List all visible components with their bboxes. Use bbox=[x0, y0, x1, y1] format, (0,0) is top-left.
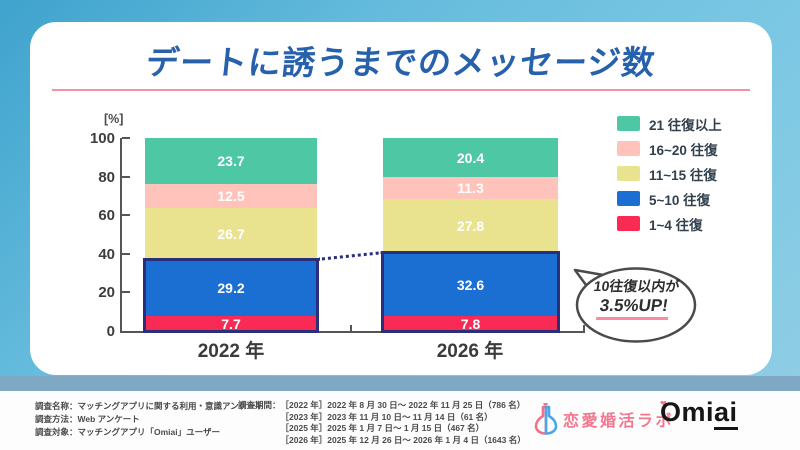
bar-segment-11-15: 27.8 bbox=[383, 199, 558, 253]
bar-segment-5-10: 29.2 bbox=[145, 260, 317, 316]
omiai-logo-first: Omi bbox=[660, 397, 715, 427]
legend-label: 1~4 往復 bbox=[649, 217, 703, 233]
flask-icon bbox=[534, 403, 558, 435]
y-axis-line bbox=[120, 138, 122, 333]
bar-segment-21plus: 23.7 bbox=[145, 138, 317, 184]
period-line: ［2025 年］2025 年 1 月 7 日～ 1 月 15 日（467 名） bbox=[280, 423, 485, 433]
y-tick-label: 0 bbox=[106, 323, 115, 340]
survey-name: 調査名称：マッチングアプリに関する利用・意識アンケート bbox=[35, 401, 265, 411]
dotted-trend-line bbox=[316, 251, 384, 261]
period-line: ［2022 年］2022 年 8 月 30 日～ 2022 年 11 月 25 … bbox=[280, 400, 526, 410]
omiai-logo: Omiai bbox=[660, 397, 738, 430]
survey-info: 調査名称：マッチングアプリに関する利用・意識アンケート 調査方法：Web アンケ… bbox=[35, 400, 264, 439]
y-tick bbox=[122, 253, 130, 255]
legend-item: 11~15 往復 bbox=[617, 166, 722, 183]
bar-segment-1-4: 7.7 bbox=[145, 315, 317, 332]
y-tick bbox=[122, 291, 130, 293]
chart-card: デートに誘うまでのメッセージ数 [%] 100 80 60 40 20 0 7.… bbox=[30, 22, 772, 375]
segment-value: 29.2 bbox=[217, 280, 245, 296]
y-tick bbox=[122, 137, 130, 139]
bar-segment-1-4: 7.8 bbox=[383, 315, 558, 332]
stacked-bar-2026: 7.8 32.6 27.8 11.3 20.4 bbox=[381, 138, 560, 333]
legend-swatch-16-20 bbox=[617, 141, 640, 156]
period-line: ［2023 年］2023 年 11 月 10 日～ 11 月 14 日（61 名… bbox=[280, 411, 493, 422]
x-axis-line bbox=[120, 331, 585, 333]
omiai-logo-last: ai bbox=[714, 397, 738, 430]
callout-bubble: 10往復以内が 3.5%UP! bbox=[565, 258, 701, 350]
title-underline bbox=[52, 89, 750, 91]
y-tick-label: 80 bbox=[98, 169, 115, 186]
segment-value: 26.7 bbox=[217, 226, 245, 242]
legend-item: 1~4 往復 bbox=[617, 216, 722, 233]
callout-line1: 10往復以内が bbox=[592, 278, 681, 294]
lab-logo-text: 恋愛婚活ラボ bbox=[563, 413, 675, 430]
callout-line2: 3.5%UP! bbox=[595, 296, 672, 320]
period-line: ［2026 年］2025 年 12 月 26 日～ 2026 年 1 月 4 日… bbox=[280, 434, 526, 445]
legend-item: 5~10 往復 bbox=[617, 191, 722, 208]
legend-swatch-1-4 bbox=[617, 216, 640, 231]
y-tick bbox=[122, 176, 130, 178]
background-band bbox=[0, 376, 800, 391]
segment-value: 11.3 bbox=[457, 180, 484, 196]
callout-text: 10往復以内が 3.5%UP! bbox=[580, 276, 690, 320]
legend-label: 11~15 往復 bbox=[649, 167, 717, 183]
x-category-2022: 2022 年 bbox=[197, 341, 265, 362]
bar-segment-11-15: 26.7 bbox=[145, 208, 317, 260]
bar-segment-21plus: 20.4 bbox=[383, 138, 558, 177]
segment-value: 20.4 bbox=[456, 149, 485, 166]
bar-segment-5-10: 32.6 bbox=[383, 253, 558, 316]
y-tick-label: 100 bbox=[89, 130, 115, 147]
y-tick bbox=[122, 214, 130, 216]
legend: 21 往復以上 16~20 往復 11~15 往復 5~10 往復 1~4 往復 bbox=[617, 116, 722, 233]
legend-label: 21 往復以上 bbox=[649, 117, 722, 133]
bar-segment-16-20: 12.5 bbox=[145, 184, 317, 208]
speech-bubble-shape bbox=[573, 267, 697, 343]
segment-value: 7.7 bbox=[221, 315, 241, 332]
stacked-bar-2022: 7.7 29.2 26.7 12.5 23.7 bbox=[143, 138, 319, 333]
page-title: デートに誘うまでのメッセージ数 bbox=[144, 44, 658, 81]
segment-value: 7.8 bbox=[460, 315, 481, 332]
legend-label: 5~10 往復 bbox=[649, 192, 711, 208]
legend-label: 16~20 往復 bbox=[649, 142, 718, 158]
segment-value: 23.7 bbox=[217, 153, 245, 169]
footer: 調査名称：マッチングアプリに関する利用・意識アンケート 調査方法：Web アンケ… bbox=[0, 391, 800, 450]
legend-swatch-21plus bbox=[617, 116, 640, 131]
renai-konkatsu-lab-logo: 恋愛婚活ラボ ❤ bbox=[534, 399, 675, 435]
segment-value: 32.6 bbox=[456, 276, 485, 293]
y-tick-label: 40 bbox=[98, 246, 115, 263]
y-tick-label: 20 bbox=[98, 284, 115, 301]
survey-target: 調査対象：マッチングアプリ「Omiai」ユーザー bbox=[35, 427, 220, 437]
y-axis-unit-label: [%] bbox=[104, 112, 124, 126]
legend-swatch-5-10 bbox=[617, 191, 640, 206]
period-lines: ［2022 年］2022 年 8 月 30 日～ 2022 年 11 月 25 … bbox=[281, 400, 526, 446]
x-category-2026: 2026 年 bbox=[436, 341, 504, 362]
heart-icon: ❤ bbox=[660, 399, 667, 408]
bar-segment-16-20: 11.3 bbox=[383, 177, 558, 199]
legend-swatch-11-15 bbox=[617, 166, 640, 181]
y-tick-label: 60 bbox=[98, 207, 115, 224]
period-label: 調査期間： bbox=[238, 400, 281, 410]
x-tick bbox=[583, 325, 585, 331]
legend-item: 16~20 往復 bbox=[617, 141, 722, 158]
x-tick bbox=[350, 325, 352, 331]
legend-item: 21 往復以上 bbox=[617, 116, 722, 133]
segment-value: 12.5 bbox=[217, 188, 245, 204]
segment-value: 27.8 bbox=[456, 218, 485, 234]
survey-method: 調査方法：Web アンケート bbox=[35, 414, 140, 424]
survey-periods: 調査期間： ［2022 年］2022 年 8 月 30 日～ 2022 年 11… bbox=[238, 400, 526, 446]
